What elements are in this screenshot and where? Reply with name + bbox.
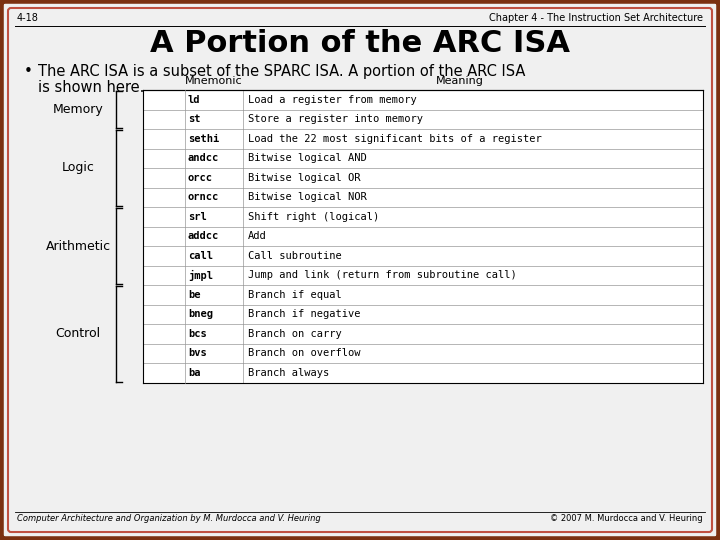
Text: Jump and link (return from subroutine call): Jump and link (return from subroutine ca… xyxy=(248,270,517,280)
Text: addcc: addcc xyxy=(188,231,220,241)
Text: Branch on overflow: Branch on overflow xyxy=(248,348,361,358)
Text: Bitwise logical AND: Bitwise logical AND xyxy=(248,153,366,163)
Text: Call subroutine: Call subroutine xyxy=(248,251,342,261)
Text: be: be xyxy=(188,290,200,300)
Text: The ARC ISA is a subset of the SPARC ISA. A portion of the ARC ISA: The ARC ISA is a subset of the SPARC ISA… xyxy=(38,64,526,79)
Text: bvs: bvs xyxy=(188,348,207,358)
Bar xyxy=(143,305,703,324)
Text: ba: ba xyxy=(188,368,200,378)
Text: Load the 22 most significant bits of a register: Load the 22 most significant bits of a r… xyxy=(248,134,541,144)
Text: ld: ld xyxy=(188,94,200,105)
Text: Control: Control xyxy=(55,327,101,340)
Text: Bitwise logical NOR: Bitwise logical NOR xyxy=(248,192,366,202)
Text: Meaning: Meaning xyxy=(436,76,484,86)
Text: andcc: andcc xyxy=(188,153,220,163)
Text: srl: srl xyxy=(188,212,207,222)
Text: Load a register from memory: Load a register from memory xyxy=(248,94,417,105)
Text: bcs: bcs xyxy=(188,329,207,339)
Bar xyxy=(143,343,703,363)
Text: Branch on carry: Branch on carry xyxy=(248,329,342,339)
Bar xyxy=(143,187,703,207)
Text: Store a register into memory: Store a register into memory xyxy=(248,114,423,124)
Text: © 2007 M. Murdocca and V. Heuring: © 2007 M. Murdocca and V. Heuring xyxy=(550,514,703,523)
Bar xyxy=(143,110,703,129)
Bar xyxy=(143,266,703,285)
Text: orcc: orcc xyxy=(188,173,213,183)
Text: •: • xyxy=(24,64,33,79)
Text: Chapter 4 - The Instruction Set Architecture: Chapter 4 - The Instruction Set Architec… xyxy=(489,13,703,23)
Bar xyxy=(143,90,703,110)
Bar xyxy=(143,363,703,382)
Text: Add: Add xyxy=(248,231,266,241)
Bar xyxy=(143,148,703,168)
Text: Branch if negative: Branch if negative xyxy=(248,309,361,319)
Text: call: call xyxy=(188,251,213,261)
Text: sethi: sethi xyxy=(188,134,220,144)
Text: Branch always: Branch always xyxy=(248,368,329,378)
Text: 4-18: 4-18 xyxy=(17,13,39,23)
Text: jmpl: jmpl xyxy=(188,270,213,281)
Bar xyxy=(143,129,703,149)
Text: orncc: orncc xyxy=(188,192,220,202)
FancyBboxPatch shape xyxy=(8,8,712,532)
Text: Bitwise logical OR: Bitwise logical OR xyxy=(248,173,361,183)
Text: Computer Architecture and Organization by M. Murdocca and V. Heuring: Computer Architecture and Organization b… xyxy=(17,514,320,523)
Text: is shown here.: is shown here. xyxy=(38,80,145,95)
Bar xyxy=(143,226,703,246)
Text: Logic: Logic xyxy=(62,161,94,174)
Text: Arithmetic: Arithmetic xyxy=(45,240,111,253)
Text: A Portion of the ARC ISA: A Portion of the ARC ISA xyxy=(150,29,570,58)
Text: bneg: bneg xyxy=(188,309,213,319)
Bar xyxy=(143,246,703,266)
Bar xyxy=(143,168,703,187)
Text: Memory: Memory xyxy=(53,103,104,116)
Text: st: st xyxy=(188,114,200,124)
Bar xyxy=(143,324,703,343)
Text: Shift right (logical): Shift right (logical) xyxy=(248,212,379,222)
Text: Mnemonic: Mnemonic xyxy=(185,76,243,86)
Bar xyxy=(143,285,703,305)
Text: Branch if equal: Branch if equal xyxy=(248,290,342,300)
Bar xyxy=(143,207,703,226)
